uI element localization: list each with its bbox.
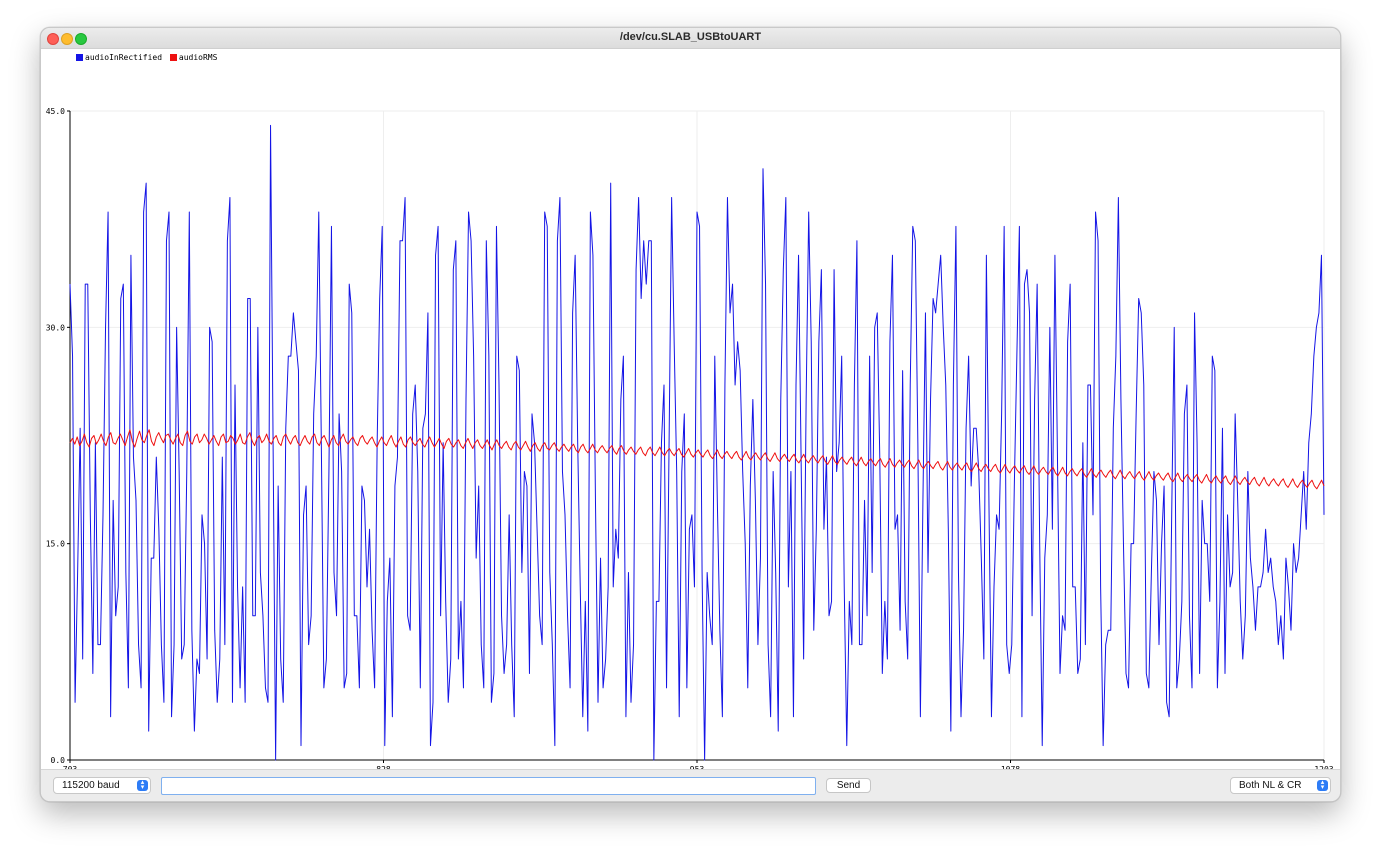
chart-lines [69, 124, 1325, 761]
line-ending-select[interactable]: Both NL & CR ▴ ▾ [1230, 777, 1331, 794]
legend-swatch-red [169, 54, 177, 61]
series-line-audio-rms [69, 429, 1325, 490]
close-button[interactable] [47, 33, 59, 45]
zoom-button[interactable] [75, 33, 87, 45]
plot-area: audioInRectified audioRMS 703 828 953 1078 1… [41, 49, 1340, 769]
chart-legend: audioInRectified audioRMS [76, 53, 220, 62]
x-tick-label: 703 [63, 765, 78, 769]
send-button[interactable]: Send [826, 778, 871, 793]
legend-item-audio-rms: audioRMS [169, 53, 218, 62]
y-tick-label: 30.0 [46, 323, 65, 332]
minimize-button[interactable] [61, 33, 73, 45]
y-tick-label: 15.0 [46, 540, 65, 549]
line-chart: 703 828 953 1078 1203 0.0 15.0 30.0 45.0 [46, 107, 1334, 769]
chevron-updown-icon: ▴ ▾ [137, 779, 148, 791]
x-tick-label: 1078 [1001, 765, 1020, 769]
window-title: /dev/cu.SLAB_USBtoUART [619, 31, 762, 43]
line-ending-value: Both NL & CR [1239, 780, 1302, 791]
y-tick-label: 0.0 [51, 756, 66, 765]
bottom-toolbar: 115200 baud ▴ ▾ Send Both NL & CR ▴ ▾ [41, 769, 1340, 801]
chevron-updown-icon: ▴ ▾ [1317, 779, 1328, 791]
x-tick-label: 1203 [1314, 765, 1333, 769]
serial-plotter-window: /dev/cu.SLAB_USBtoUART audioInRectified … [40, 27, 1341, 802]
legend-label: audioRMS [178, 53, 218, 62]
serial-input[interactable] [161, 777, 816, 795]
legend-swatch-blue [76, 54, 83, 61]
series-line-audio-in-rectified [69, 124, 1325, 761]
title-bar[interactable]: /dev/cu.SLAB_USBtoUART [41, 28, 1340, 49]
x-tick-label: 953 [690, 765, 705, 769]
y-tick-label: 45.0 [46, 107, 65, 116]
baud-rate-value: 115200 baud [62, 780, 120, 791]
legend-item-audio-in-rectified: audioInRectified [76, 53, 167, 62]
x-tick-label: 828 [376, 765, 391, 769]
chart-ticks: 703 828 953 1078 1203 0.0 15.0 30.0 45.0 [46, 107, 1334, 769]
baud-rate-select[interactable]: 115200 baud ▴ ▾ [53, 777, 151, 794]
legend-label: audioInRectified [85, 53, 163, 62]
